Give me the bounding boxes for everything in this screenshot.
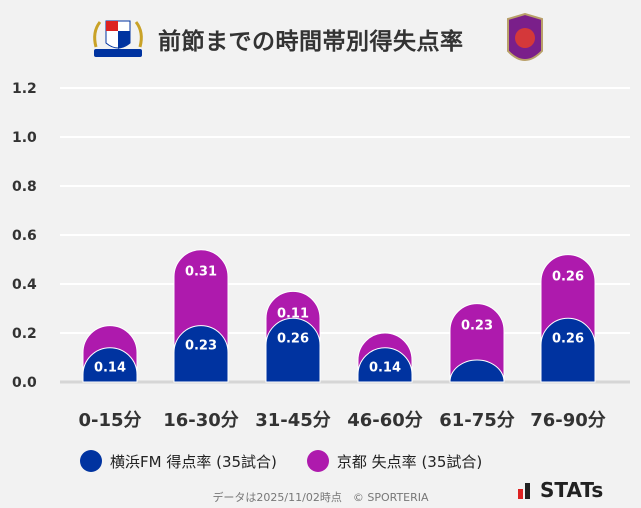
footer-note: データは2025/11/02時点 © SPORTERIA: [212, 491, 429, 504]
legend-label: 京都 失点率 (35試合): [336, 452, 483, 471]
x-tick-label: 31-45分: [255, 410, 331, 431]
bar-yokohama: [357, 347, 413, 383]
legend-swatch: [306, 450, 329, 472]
data-label: 0.26: [277, 331, 309, 346]
bar-yokohama: [540, 317, 596, 383]
stats-brand: STATs: [518, 478, 603, 502]
y-tick-label: 0.4: [12, 277, 37, 293]
legend-item-kyoto: 京都 失点率 (35試合): [306, 450, 483, 472]
data-label: 0.26: [552, 270, 584, 285]
y-tick-label: 0.2: [12, 326, 37, 342]
data-label: 0.26: [552, 331, 584, 346]
bar-yokohama: [173, 325, 229, 383]
bar-chart: 0.0 0.2 0.4 0.6 0.8 1.0 1.2 0.14 0-15分 0.23 0.31 16…: [12, 81, 630, 431]
data-label: 0.31: [185, 265, 217, 280]
bar-yokohama: [449, 359, 505, 383]
data-label: 0.23: [461, 319, 493, 334]
yokohama-logo-icon: [93, 20, 143, 57]
legend-item-yokohama: 横浜FM 得点率 (35試合): [80, 450, 277, 472]
stats-brand-text: STATs: [540, 478, 604, 502]
y-tick-label: 1.2: [12, 81, 37, 97]
x-tick-label: 0-15分: [78, 410, 141, 431]
x-tick-label: 46-60分: [347, 410, 423, 431]
y-tick-label: 0.6: [12, 228, 37, 244]
x-tick-label: 16-30分: [163, 410, 239, 431]
legend-label: 横浜FM 得点率 (35試合): [110, 452, 277, 471]
chart-title: 前節までの時間帯別得失点率: [158, 29, 464, 55]
legend: 横浜FM 得点率 (35試合) 京都 失点率 (35試合): [80, 450, 482, 472]
kyoto-sanga-logo-icon: [507, 13, 543, 61]
data-label: 0.14: [94, 361, 126, 376]
bar-yokohama: [265, 317, 321, 383]
y-tick-label: 1.0: [12, 130, 37, 146]
y-tick-label: 0.8: [12, 179, 37, 195]
y-tick-label: 0.0: [12, 375, 37, 391]
data-label: 0.23: [185, 339, 217, 354]
bar-yokohama: [82, 347, 138, 383]
x-tick-label: 76-90分: [530, 410, 606, 431]
stats-logo-icon: [518, 483, 530, 499]
data-label: 0.14: [369, 361, 401, 376]
x-tick-label: 61-75分: [439, 410, 515, 431]
data-label: 0.11: [277, 306, 309, 321]
legend-swatch: [80, 450, 102, 472]
